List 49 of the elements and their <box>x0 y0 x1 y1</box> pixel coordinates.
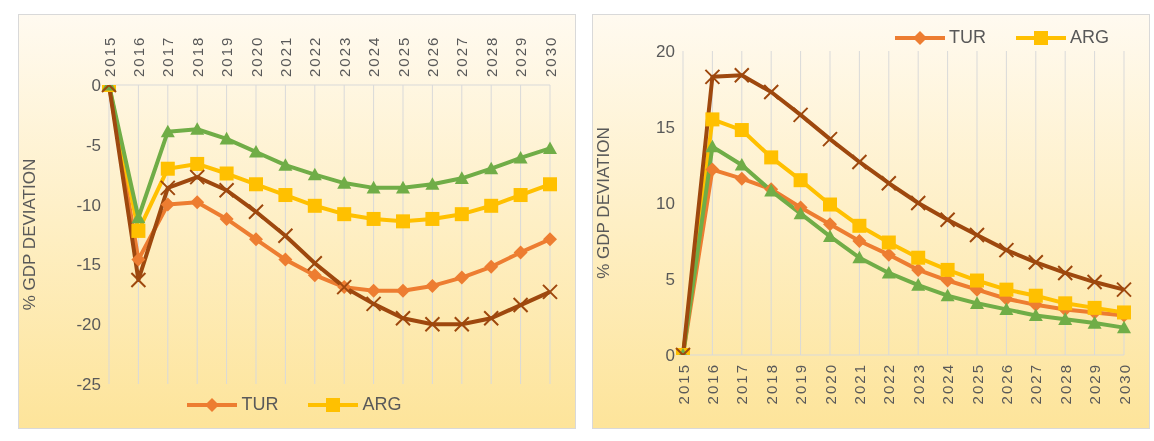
x-tick-label: 2027 <box>453 35 471 77</box>
x-tick-label: 2030 <box>541 35 559 77</box>
x-tick-label: 2017 <box>159 35 177 77</box>
x-tick-label: 2022 <box>306 35 324 77</box>
x-tick-label: 2026 <box>423 35 441 77</box>
x-tick-label: 2028 <box>482 35 500 77</box>
x-tick-label: 2021 <box>276 35 294 77</box>
y-tick-label: 5 <box>665 270 675 290</box>
x-tick-label: 2019 <box>792 363 810 405</box>
x-tick-label: 2016 <box>703 363 721 405</box>
x-tick-label: 2015 <box>100 35 118 77</box>
x-tick-label: 2029 <box>1086 363 1104 405</box>
y-tick-label: -10 <box>76 195 101 215</box>
x-tick-label: 2024 <box>939 363 957 405</box>
legend-label: ARG <box>1069 27 1109 48</box>
x-tick-label: 2015 <box>674 363 692 405</box>
x-tick-label: 2023 <box>909 363 927 405</box>
y-axis-title: % GDP DEVIATION <box>20 158 40 311</box>
legend-label: ARG <box>361 394 402 415</box>
y-axis-title: % GDP DEVIATION <box>594 127 614 279</box>
y-tick-label: -20 <box>76 315 101 335</box>
y-tick-label: 20 <box>656 42 675 62</box>
x-tick-label: 2023 <box>335 35 353 77</box>
y-tick-label: 10 <box>656 194 675 214</box>
y-tick-label: 0 <box>91 76 101 96</box>
y-tick-label: 15 <box>656 118 675 138</box>
x-tick-label: 2029 <box>512 35 530 77</box>
legend-label: TUR <box>240 394 279 415</box>
x-tick-label: 2025 <box>968 363 986 405</box>
x-tick-label: 2026 <box>997 363 1015 405</box>
x-tick-label: 2025 <box>394 35 412 77</box>
x-tick-label: 2024 <box>365 35 383 77</box>
x-tick-label: 2027 <box>1027 363 1045 405</box>
y-tick-label: -5 <box>85 135 101 155</box>
x-tick-label: 2017 <box>733 363 751 405</box>
x-tick-label: 2030 <box>1115 363 1133 405</box>
x-tick-label: 2016 <box>129 35 147 77</box>
x-tick-label: 2020 <box>821 363 839 405</box>
x-tick-label: 2018 <box>762 363 780 405</box>
legend-label: TUR <box>948 27 986 48</box>
x-tick-label: 2028 <box>1056 363 1074 405</box>
x-tick-label: 2022 <box>880 363 898 405</box>
x-tick-label: 2021 <box>850 363 868 405</box>
y-tick-label: 0 <box>665 346 675 366</box>
y-tick-label: -15 <box>76 255 101 275</box>
y-tick-label: -25 <box>76 375 101 395</box>
x-tick-label: 2020 <box>247 35 265 77</box>
x-tick-label: 2019 <box>218 35 236 77</box>
x-tick-label: 2018 <box>188 35 206 77</box>
